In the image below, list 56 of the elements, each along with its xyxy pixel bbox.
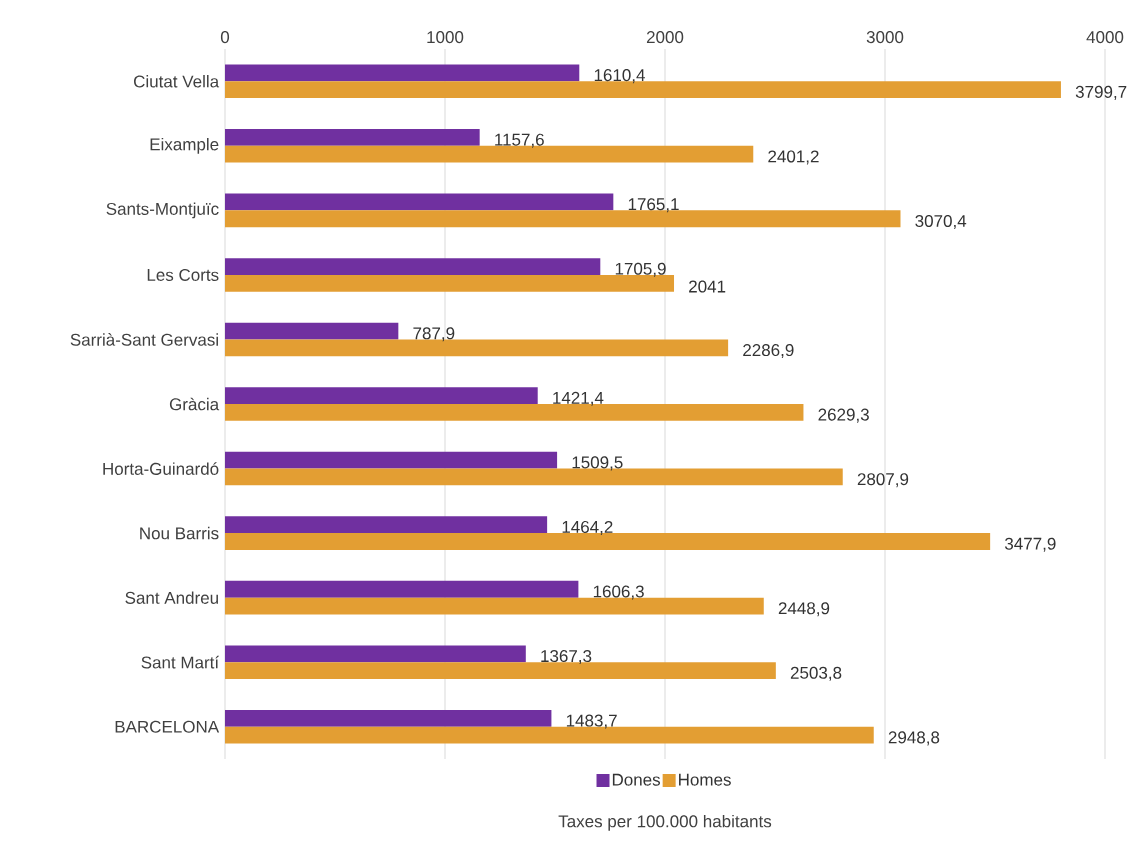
bar — [225, 516, 548, 534]
data-label: 2503,8 — [790, 666, 842, 681]
y-tick-label: Gràcia — [169, 397, 220, 411]
bar — [225, 339, 729, 357]
bar — [225, 258, 601, 275]
data-label: 3070,4 — [915, 214, 967, 230]
data-label: 2448,9 — [778, 602, 830, 617]
data-label: 1483,7 — [566, 714, 617, 729]
bar — [225, 533, 991, 550]
bar — [225, 129, 480, 146]
x-tick-label: 2000 — [646, 31, 684, 44]
bar — [225, 193, 614, 211]
bar — [225, 451, 558, 469]
legend-label: Dones — [612, 773, 661, 786]
bar — [225, 64, 580, 82]
x-axis-title: Taxes per 100.000 habitants — [558, 814, 772, 831]
data-label: 1157,6 — [495, 133, 544, 148]
y-tick-label: Eixample — [150, 137, 219, 154]
y-tick-label: BARCELONA — [115, 720, 220, 733]
y-tick-label: Ciutat Vella — [134, 75, 220, 88]
data-label: 1705,9 — [615, 262, 666, 277]
data-label: 2041 — [689, 280, 726, 293]
x-tick-label: 0 — [220, 31, 230, 44]
data-label: 1610,4 — [594, 69, 645, 84]
y-tick-label: Horta-Guinardó — [103, 462, 219, 475]
y-tick-label: Sant Martí — [141, 655, 220, 669]
bar — [225, 709, 552, 727]
bar — [225, 580, 579, 598]
x-tick-label: 1000 — [427, 31, 464, 44]
data-label: 2948,8 — [888, 731, 940, 746]
data-label: 2807,9 — [857, 473, 909, 488]
y-tick-label: Sants-Montjuïc — [106, 202, 219, 219]
x-tick-label: 3000 — [866, 31, 904, 44]
bar — [225, 322, 399, 340]
bar — [225, 404, 804, 421]
data-label: 1606,3 — [593, 585, 644, 600]
y-tick-label: Nou Barris — [140, 526, 219, 540]
bar — [225, 662, 776, 679]
data-label: 1421,4 — [553, 391, 604, 406]
data-label: 1765,1 — [628, 198, 679, 213]
bar — [225, 645, 526, 663]
data-label: 1509,5 — [572, 456, 623, 471]
data-label: 1464,2 — [562, 520, 613, 535]
data-label: 3799,7 — [1075, 85, 1127, 100]
data-label: 2401,2 — [768, 150, 819, 165]
x-tick-label: 4000 — [1086, 31, 1124, 44]
y-tick-label: Les Corts — [147, 268, 219, 281]
data-label: 2629,3 — [818, 408, 869, 423]
legend-label: Homes — [679, 773, 731, 786]
data-label: 3477,9 — [1004, 537, 1056, 552]
data-label: 787,9 — [413, 327, 455, 342]
data-label: 2286,9 — [743, 344, 794, 359]
y-tick-label: Sant Andreu — [125, 591, 218, 604]
data-label: 1367,3 — [541, 650, 592, 665]
y-tick-label: Sarrià-Sant Gervasi — [70, 333, 218, 346]
bar — [225, 387, 538, 405]
